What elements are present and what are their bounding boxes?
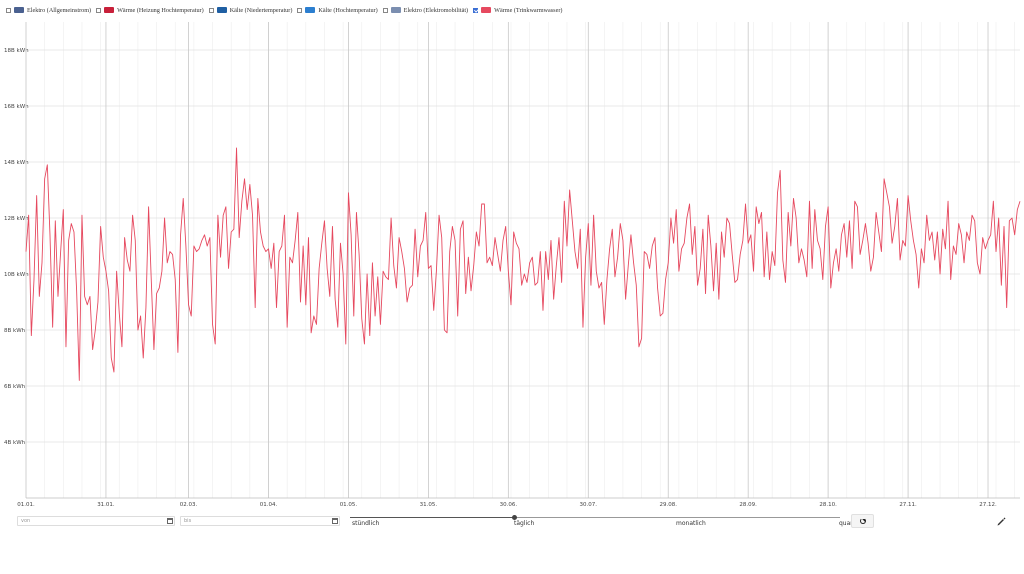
legend-label: Elektro (Allgemeinstrom) [27,6,92,14]
resolution-slider-fill [350,517,515,518]
y-tick-label: 16B kWh [4,104,29,110]
legend-item[interactable]: Kälte (Niedertemperatur) [208,6,293,14]
y-tick-label: 6B kWh [4,384,26,390]
legend-checkbox[interactable] [297,7,303,13]
x-tick-label: 01.04. [260,502,278,508]
x-tick-label: 28.09. [739,502,757,508]
calendar-icon[interactable] [167,518,173,524]
x-tick-label: 30.06. [500,502,518,508]
legend-checkbox[interactable] [96,7,102,13]
x-tick-label: 31.05. [420,502,438,508]
slider-label-hourly[interactable]: stündlich [352,520,380,527]
reset-button[interactable] [851,514,874,528]
from-date-placeholder: von [21,518,31,524]
x-tick-label: 01.05. [340,502,358,508]
line-chart: 4B kWh 6B kWh 8B kWh 10B kWh 12B kWh 14B kWh 1… [4,22,1021,508]
to-date-placeholder: bis [184,518,192,524]
legend: Elektro (Allgemeinstrom) Wärme (Heizung H… [6,4,567,16]
reset-icon [859,518,866,524]
x-tick-label: 28.10. [819,502,837,508]
legend-checkbox[interactable] [6,7,11,13]
x-tick-label: 29.08. [659,502,677,508]
legend-swatch [390,7,401,13]
legend-swatch [14,7,24,13]
legend-item[interactable]: Kälte (Hochtemperatur) [297,6,378,14]
resolution-slider-handle[interactable] [512,515,517,520]
calendar-icon[interactable] [332,518,338,524]
x-tick-label: 30.07. [580,502,598,508]
to-date-input[interactable]: bis [180,516,340,526]
legend-checkbox[interactable] [473,7,479,13]
slider-label-daily[interactable]: täglich [514,520,535,527]
legend-item[interactable]: Wärme (Heizung Hochtemperatur) [96,7,204,14]
series-line-trinkwarmwasser [25,147,1021,381]
legend-item[interactable]: Elektro (Elektromobilität) [382,6,469,14]
y-tick-label: 18B kWh [4,48,29,54]
from-date-input[interactable]: von [17,516,175,526]
resolution-slider-track[interactable] [350,517,840,518]
legend-checkbox[interactable] [382,7,388,13]
legend-label: Elektro (Elektromobilität) [403,6,469,14]
legend-swatch [305,7,316,13]
y-tick-label: 14B kWh [4,160,29,166]
y-tick-label: 8B kWh [4,328,26,334]
pencil-icon[interactable] [996,516,1006,526]
slider-label-monthly[interactable]: monatlich [676,520,706,527]
x-tick-label: 27.12. [979,502,997,508]
x-tick-label: 27.11. [899,502,917,508]
legend-checkbox[interactable] [208,7,214,13]
legend-label: Kälte (Niedertemperatur) [229,6,293,14]
legend-swatch [216,7,227,13]
legend-label: Wärme (Trinkwarmwasser) [494,6,563,14]
legend-swatch [481,7,492,13]
y-tick-label: 4B kWh [4,440,26,446]
y-tick-label: 10B kWh [4,272,29,278]
x-tick-label: 01.01. [17,502,35,508]
x-tick-label: 02.03. [180,502,198,508]
legend-item[interactable]: Wärme (Trinkwarmwasser) [473,7,562,14]
legend-item[interactable]: Elektro (Allgemeinstrom) [6,7,91,14]
legend-label: Kälte (Hochtemperatur) [318,6,378,14]
legend-label: Wärme (Heizung Hochtemperatur) [117,6,204,14]
slider-label-quarterly[interactable]: quar [839,520,853,527]
y-tick-label: 12B kWh [4,216,29,222]
x-tick-label: 31.01. [97,502,115,508]
legend-swatch [104,7,115,13]
